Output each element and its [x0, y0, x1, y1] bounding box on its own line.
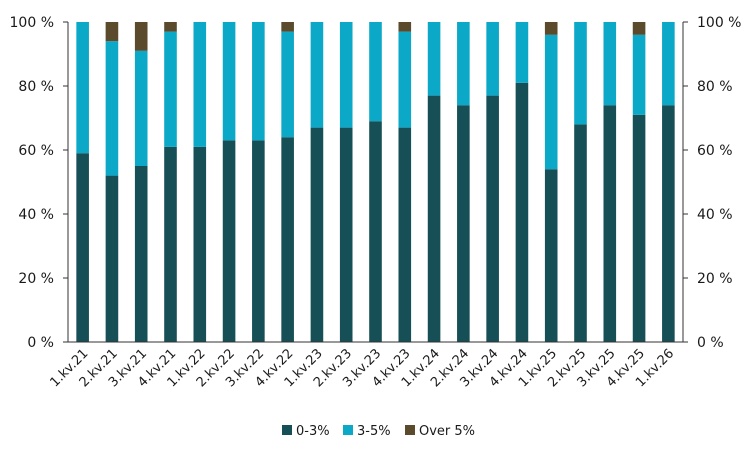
bar-segment-3.kv.25-series-1 — [603, 105, 617, 342]
legend-label-series-1: 0-3% — [296, 424, 330, 439]
bar-segment-4.kv.25-series-2 — [632, 34, 646, 115]
bar-segment-4.kv.24-series-1 — [515, 82, 529, 343]
bar-segment-3.kv.21-series-3 — [134, 22, 148, 51]
bar-segment-1.kv.25-series-2 — [544, 34, 558, 170]
bars-layer — [76, 22, 675, 343]
bar-segment-3.kv.24-series-1 — [486, 95, 499, 342]
y-tick-label-left: 40 % — [18, 207, 54, 223]
bar-segment-2.kv.25-series-1 — [574, 124, 587, 343]
bar-segment-4.kv.25-series-1 — [632, 114, 646, 342]
bar-segment-4.kv.21-series-3 — [164, 22, 177, 32]
bar-segment-3.kv.22-series-1 — [252, 140, 265, 342]
bar-segment-1.kv.21-series-1 — [76, 153, 89, 342]
bar-segment-2.kv.23-series-1 — [339, 127, 353, 342]
bar-segment-1.kv.21-series-2 — [76, 22, 89, 154]
bar-segment-4.kv.23-series-3 — [398, 22, 412, 32]
bar-segment-1.kv.26-series-1 — [662, 105, 675, 342]
y-tick-label-left: 20 % — [18, 271, 54, 287]
bar-segment-3.kv.21-series-1 — [134, 166, 148, 342]
bar-segment-1.kv.23-series-2 — [310, 22, 324, 128]
y-tick-label-right: 40 % — [697, 207, 733, 223]
legend-label-series-3: Over 5% — [419, 424, 475, 439]
bar-segment-4.kv.21-series-1 — [164, 146, 177, 342]
bar-segment-1.kv.22-series-2 — [193, 22, 207, 147]
y-ticks-layer: 0 % 0 % 20 % 20 % 40 % 40 % 60 % 60 % 80 % 80 % 10… — [10, 15, 742, 351]
bar-segment-2.kv.24-series-2 — [457, 22, 470, 106]
bar-segment-4.kv.23-series-2 — [398, 31, 412, 128]
bar-segment-1.kv.26-series-2 — [662, 22, 675, 106]
bar-segment-2.kv.21-series-3 — [105, 22, 119, 42]
y-tick-label-right: 100 % — [697, 15, 741, 31]
y-tick-label-right: 0 % — [697, 335, 724, 351]
bar-segment-2.kv.25-series-2 — [574, 22, 587, 125]
bar-segment-1.kv.22-series-1 — [193, 146, 207, 342]
axes-layer — [67, 22, 684, 343]
bar-segment-4.kv.24-series-2 — [515, 22, 529, 83]
legend-swatch-series-1 — [282, 425, 292, 435]
bar-segment-4.kv.22-series-1 — [281, 137, 294, 342]
bar-segment-3.kv.23-series-2 — [369, 22, 382, 122]
bar-segment-1.kv.25-series-3 — [544, 22, 558, 35]
bar-segment-1.kv.23-series-1 — [310, 127, 324, 342]
bar-segment-3.kv.23-series-1 — [369, 121, 382, 342]
bar-segment-2.kv.21-series-2 — [105, 41, 119, 176]
bar-segment-3.kv.22-series-2 — [252, 22, 265, 141]
legend: 0-3% 3-5% Over 5% — [282, 424, 475, 439]
bar-segment-3.kv.24-series-2 — [486, 22, 499, 96]
y-tick-label-left: 60 % — [18, 143, 54, 159]
legend-swatch-series-2 — [343, 425, 353, 435]
bar-segment-2.kv.22-series-2 — [222, 22, 236, 141]
bar-segment-4.kv.22-series-2 — [281, 31, 294, 138]
bar-segment-4.kv.23-series-1 — [398, 127, 412, 342]
bar-segment-2.kv.21-series-1 — [105, 175, 119, 342]
bar-segment-1.kv.24-series-2 — [427, 22, 441, 96]
y-tick-label-left: 80 % — [18, 79, 54, 95]
bar-segment-4.kv.22-series-3 — [281, 22, 294, 32]
y-tick-label-right: 80 % — [697, 79, 733, 95]
bar-segment-3.kv.25-series-2 — [603, 22, 617, 106]
x-categories-layer: 1.kv.212.kv.213.kv.214.kv.211.kv.222.kv.… — [47, 346, 677, 390]
y-tick-label-left: 100 % — [10, 15, 54, 31]
y-tick-label-left: 0 % — [27, 335, 54, 351]
bar-segment-4.kv.21-series-2 — [164, 31, 177, 147]
bar-segment-2.kv.24-series-1 — [457, 105, 470, 342]
legend-swatch-series-3 — [405, 425, 415, 435]
bar-segment-3.kv.21-series-2 — [134, 50, 148, 166]
bar-segment-1.kv.25-series-1 — [544, 169, 558, 342]
legend-label-series-2: 3-5% — [357, 424, 391, 439]
y-tick-label-right: 20 % — [697, 271, 733, 287]
y-tick-label-right: 60 % — [697, 143, 733, 159]
bar-segment-2.kv.22-series-1 — [222, 140, 236, 342]
bar-segment-1.kv.24-series-1 — [427, 95, 441, 342]
bar-segment-4.kv.25-series-3 — [632, 22, 646, 35]
bar-segment-2.kv.23-series-2 — [339, 22, 353, 128]
